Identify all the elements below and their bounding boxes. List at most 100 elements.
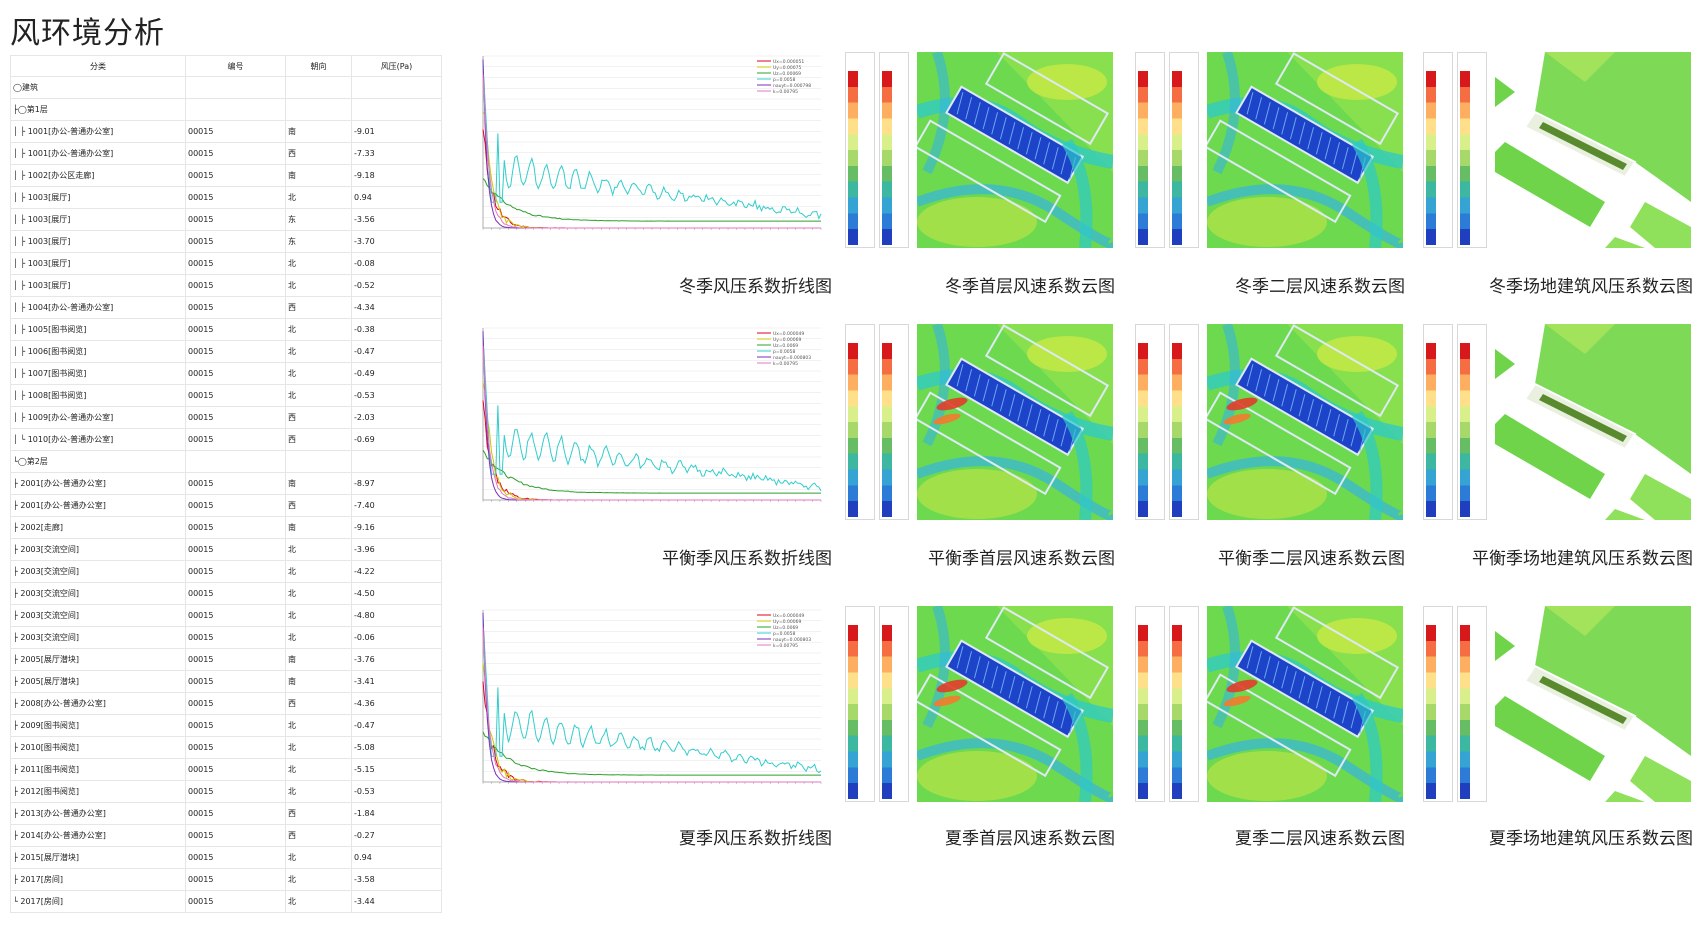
table-row[interactable]: ├◯第1层 <box>10 99 442 121</box>
legend-label: Uy=0.00069 <box>773 337 801 343</box>
table-row[interactable]: │ ├ 1003[展厅] 00015 北 -0.08 <box>10 253 442 275</box>
cell-orientation: 北 <box>286 385 352 406</box>
legend-label: k=0.00795 <box>773 89 798 95</box>
header-category: 分类 <box>10 56 186 76</box>
cell-category: │ ├ 1008[图书阅览] <box>10 385 186 406</box>
table-row[interactable]: │ ├ 1003[展厅] 00015 东 -3.56 <box>10 209 442 231</box>
table-row[interactable]: │ ├ 1003[展厅] 00015 北 0.94 <box>10 187 442 209</box>
cell-code: 00015 <box>186 341 286 362</box>
cell-wind-pressure: -7.40 <box>352 495 442 516</box>
table-row[interactable]: │ ├ 1005[图书阅览] 00015 北 -0.38 <box>10 319 442 341</box>
table-row[interactable]: ├ 2012[图书阅览] 00015 北 -0.53 <box>10 781 442 803</box>
cell-wind-pressure: -4.34 <box>352 297 442 318</box>
table-row[interactable]: │ ├ 1003[展厅] 00015 东 -3.70 <box>10 231 442 253</box>
table-row[interactable]: │ ├ 1008[图书阅览] 00015 北 -0.53 <box>10 385 442 407</box>
cell-code: 00015 <box>186 253 286 274</box>
table-row[interactable]: ├ 2003[交流空间] 00015 北 -4.80 <box>10 605 442 627</box>
cell-wind-pressure: -4.50 <box>352 583 442 604</box>
table-row[interactable]: └ 2017[房间] 00015 北 -3.44 <box>10 891 442 913</box>
table-row[interactable]: │ ├ 1002[办公区走廊] 00015 南 -9.18 <box>10 165 442 187</box>
cell-code: 00015 <box>186 891 286 912</box>
table-row[interactable]: ├ 2010[图书阅览] 00015 北 -5.08 <box>10 737 442 759</box>
cell-orientation: 北 <box>286 891 352 912</box>
table-row[interactable]: ◯建筑 <box>10 77 442 99</box>
cell-orientation: 北 <box>286 253 352 274</box>
cell-code: 00015 <box>186 627 286 648</box>
color-scale-legend <box>845 52 875 248</box>
contour-panel <box>1135 604 1405 804</box>
contour-caption: 夏季二层风速系数云图 <box>1235 829 1405 849</box>
color-scale-legend <box>879 52 909 248</box>
table-row[interactable]: │ └ 1010[办公-普通办公室] 00015 西 -0.69 <box>10 429 442 451</box>
table-row[interactable]: └◯第2层 <box>10 451 442 473</box>
cell-orientation: 西 <box>286 803 352 824</box>
cell-wind-pressure: -5.08 <box>352 737 442 758</box>
legend-label: p=0.0058 <box>773 77 796 83</box>
cell-orientation: 北 <box>286 187 352 208</box>
cell-wind-pressure: -0.08 <box>352 253 442 274</box>
table-row[interactable]: ├ 2017[房间] 00015 北 -3.58 <box>10 869 442 891</box>
cell-code: 00015 <box>186 759 286 780</box>
cell-code: 00015 <box>186 847 286 868</box>
table-row[interactable]: │ ├ 1004[办公-普通办公室] 00015 西 -4.34 <box>10 297 442 319</box>
cell-category: │ ├ 1003[展厅] <box>10 275 186 296</box>
table-row[interactable]: ├ 2005[展厅潜块] 00015 南 -3.76 <box>10 649 442 671</box>
table-row[interactable]: ├ 2002[走廊] 00015 南 -9.16 <box>10 517 442 539</box>
table-row[interactable]: │ ├ 1009[办公-普通办公室] 00015 西 -2.03 <box>10 407 442 429</box>
cell-code: 00015 <box>186 209 286 230</box>
cell-wind-pressure: -9.01 <box>352 121 442 142</box>
table-row[interactable]: │ ├ 1003[展厅] 00015 北 -0.52 <box>10 275 442 297</box>
table-row[interactable]: ├ 2003[交流空间] 00015 北 -4.50 <box>10 583 442 605</box>
cell-code: 00015 <box>186 649 286 670</box>
cell-wind-pressure: -1.84 <box>352 803 442 824</box>
table-row[interactable]: ├ 2001[办公-普通办公室] 00015 西 -7.40 <box>10 495 442 517</box>
contour-panel <box>1423 604 1693 804</box>
table-row[interactable]: │ ├ 1006[图书阅览] 00015 北 -0.47 <box>10 341 442 363</box>
table-row[interactable]: ├ 2014[办公-普通办公室] 00015 西 -0.27 <box>10 825 442 847</box>
cell-code: 00015 <box>186 539 286 560</box>
residual-series-line <box>482 627 821 783</box>
cell-category: │ ├ 1006[图书阅览] <box>10 341 186 362</box>
cell-category: │ ├ 1003[展厅] <box>10 209 186 230</box>
cell-category: │ ├ 1002[办公区走廊] <box>10 165 186 186</box>
velocity-contour <box>917 324 1113 520</box>
table-row[interactable]: ├ 2008[办公-普通办公室] 00015 西 -4.36 <box>10 693 442 715</box>
cell-category: ├ 2015[展厅潜块] <box>10 847 186 868</box>
table-row[interactable]: ├ 2011[图书阅览] 00015 北 -5.15 <box>10 759 442 781</box>
chart-caption: 冬季风压系数折线图 <box>679 277 832 297</box>
contour-caption: 平衡季首层风速系数云图 <box>928 549 1115 569</box>
table-row[interactable]: ├ 2009[图书阅览] 00015 北 -0.47 <box>10 715 442 737</box>
color-scale-legend <box>1423 606 1453 802</box>
color-scale-legend <box>845 606 875 802</box>
cell-code: 00015 <box>186 803 286 824</box>
table-row[interactable]: ├ 2003[交流空间] 00015 北 -3.96 <box>10 539 442 561</box>
legend-label: Uy=0.00075 <box>773 65 801 71</box>
cell-orientation: 南 <box>286 649 352 670</box>
color-scale-bar <box>1138 71 1148 245</box>
table-row[interactable]: ├ 2003[交流空间] 00015 北 -4.22 <box>10 561 442 583</box>
contour-panel <box>845 322 1115 522</box>
table-row[interactable]: ├ 2015[展厅潜块] 00015 北 0.94 <box>10 847 442 869</box>
cell-orientation: 北 <box>286 737 352 758</box>
table-row[interactable]: ├ 2005[展厅潜块] 00015 南 -3.41 <box>10 671 442 693</box>
cell-wind-pressure: -0.49 <box>352 363 442 384</box>
header-code: 编号 <box>186 56 286 76</box>
legend-label: p=0.0058 <box>773 349 796 355</box>
color-scale-legend <box>879 606 909 802</box>
cell-category: ├ 2003[交流空间] <box>10 605 186 626</box>
contour-caption: 平衡季二层风速系数云图 <box>1218 549 1405 569</box>
table-row[interactable]: ├ 2003[交流空间] 00015 北 -0.06 <box>10 627 442 649</box>
table-row[interactable]: │ ├ 1001[办公-普通办公室] 00015 西 -7.33 <box>10 143 442 165</box>
site-pressure-contour <box>1495 606 1691 802</box>
table-row[interactable]: ├ 2013[办公-普通办公室] 00015 西 -1.84 <box>10 803 442 825</box>
contour-caption: 夏季首层风速系数云图 <box>945 829 1115 849</box>
legend-label: Ux=0.000051 <box>773 59 804 65</box>
color-scale-bar <box>1138 343 1148 517</box>
cell-orientation: 西 <box>286 495 352 516</box>
cell-orientation: 西 <box>286 693 352 714</box>
table-row[interactable]: │ ├ 1001[办公-普通办公室] 00015 南 -9.01 <box>10 121 442 143</box>
table-row[interactable]: │ ├ 1007[图书阅览] 00015 北 -0.49 <box>10 363 442 385</box>
contour-caption: 冬季首层风速系数云图 <box>945 277 1115 297</box>
cell-orientation <box>286 451 352 472</box>
table-row[interactable]: ├ 2001[办公-普通办公室] 00015 南 -8.97 <box>10 473 442 495</box>
